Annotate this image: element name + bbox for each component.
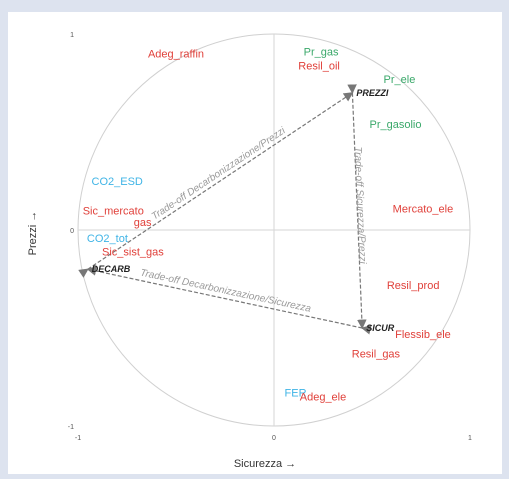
trade-off-arrow — [86, 266, 372, 335]
variable-label: Adeg_ele — [300, 392, 347, 404]
y-axis-title: Prezzi → — [27, 211, 39, 256]
variable-label: Sic_mercato — [83, 205, 144, 217]
variable-label: Adeg_raffin — [148, 49, 204, 61]
variable-label: Pr_ele — [384, 74, 416, 86]
x-tick-label: 1 — [468, 435, 472, 442]
variable-label: Mercato_ele — [393, 203, 454, 215]
variable-label: Flessib_ele — [395, 329, 451, 341]
trade-off-arrow — [78, 92, 354, 278]
variable-label: CO2_ESD — [92, 176, 143, 188]
node-label: SICUR — [366, 323, 395, 333]
variable-label: CO2_tot — [87, 233, 128, 245]
node-label: PREZZI — [356, 88, 389, 98]
trade-off-label: Trade-off Sicurezza/Prezzi — [352, 147, 368, 265]
trade-off-arrow — [347, 84, 367, 330]
variable-label: FER — [285, 388, 307, 400]
trade-off-label: Trade-off Decarbonizzazione/Sicurezza — [139, 268, 312, 315]
variable-label: gas — [134, 217, 152, 229]
variable-label: Pr_gas — [304, 47, 339, 59]
variable-label: Sic_sist_gas — [102, 246, 164, 258]
y-tick-label: -1 — [68, 424, 74, 431]
x-axis-title: Sicurezza → — [234, 458, 296, 470]
variable-label: Resil_prod — [387, 280, 440, 292]
variable-label: Pr_gasolio — [370, 119, 422, 131]
y-tick-label: 0 — [70, 228, 74, 235]
x-tick-label: -1 — [75, 435, 81, 442]
variable-label: Resil_oil — [298, 60, 340, 72]
y-tick-label: 1 — [70, 32, 74, 39]
node-label: DECARB — [92, 264, 131, 274]
variable-label: Resil_gas — [352, 348, 401, 360]
trade-off-label: Trade-off Decarbonizzazione/Prezzi — [150, 125, 288, 222]
x-tick-label: 0 — [272, 435, 276, 442]
biplot-chart: -1 0 1 1 0 -1 Trade-off Decarbonizzazione/Pre… — [27, 32, 472, 470]
chart-figure: -1 0 1 1 0 -1 Trade-off Decarbonizzazione/Pre… — [8, 12, 502, 474]
